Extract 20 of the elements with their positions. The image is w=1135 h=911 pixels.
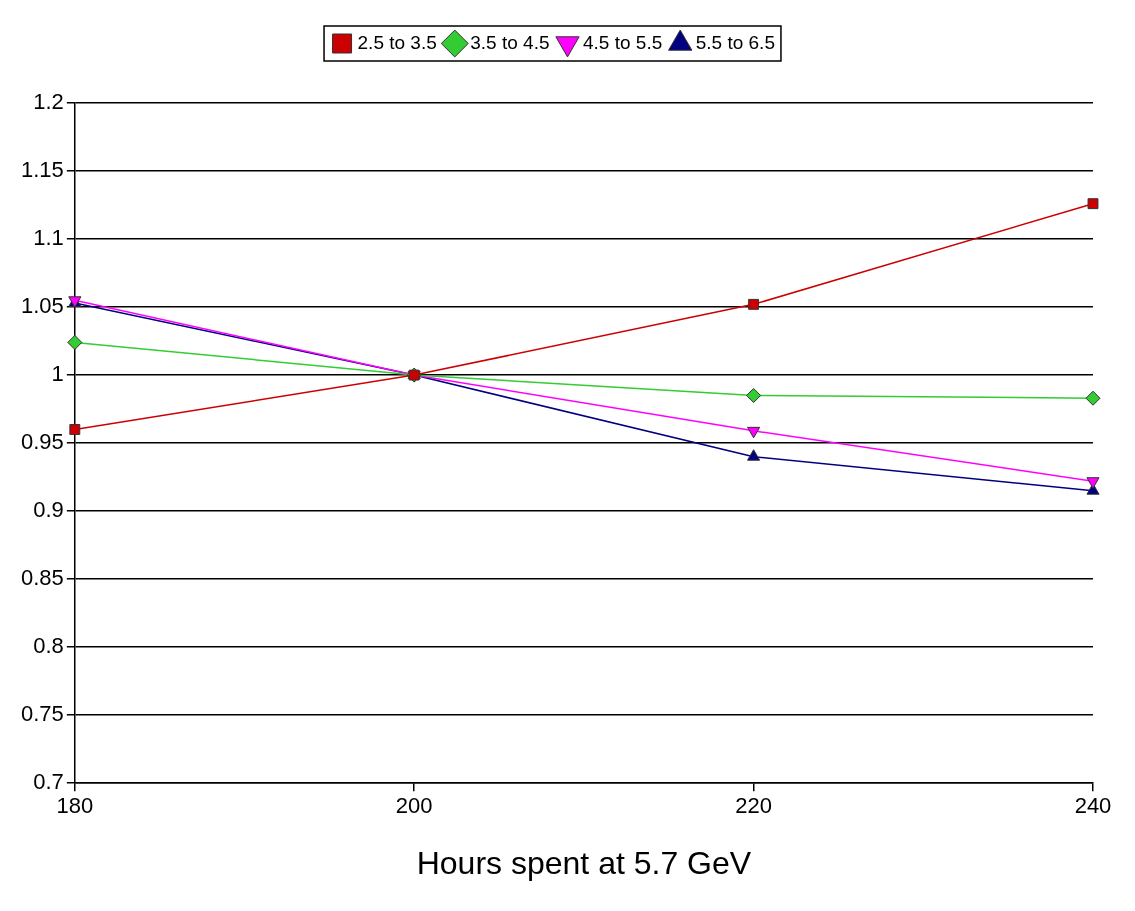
legend-label: 4.5 to 5.5 [583,31,663,53]
y-tick-label: 0.7 [33,769,64,795]
x-tick-label: 220 [735,793,772,819]
x-tick-label: 240 [1074,793,1112,819]
legend-label: 2.5 to 3.5 [357,31,437,53]
y-tick-label: 0.95 [20,429,64,455]
y-tick-label: 1.15 [20,157,64,183]
legend-label: 5.5 to 6.5 [695,31,775,53]
y-tick-label: 1 [51,361,64,387]
x-tick-label: 200 [395,793,433,819]
y-tick-label: 1.1 [33,225,64,251]
y-tick-label: 0.9 [33,497,64,523]
legend-label: 3.5 to 4.5 [470,31,550,53]
x-axis-title: Hours spent at 5.7 GeV [416,844,752,881]
y-tick-label: 0.85 [20,565,64,591]
y-tick-label: 1.05 [20,293,64,319]
y-tick-label: 0.8 [33,633,64,659]
x-tick-label: 180 [56,793,94,819]
y-tick-label: 0.75 [20,701,64,727]
y-tick-label: 1.2 [33,89,64,115]
